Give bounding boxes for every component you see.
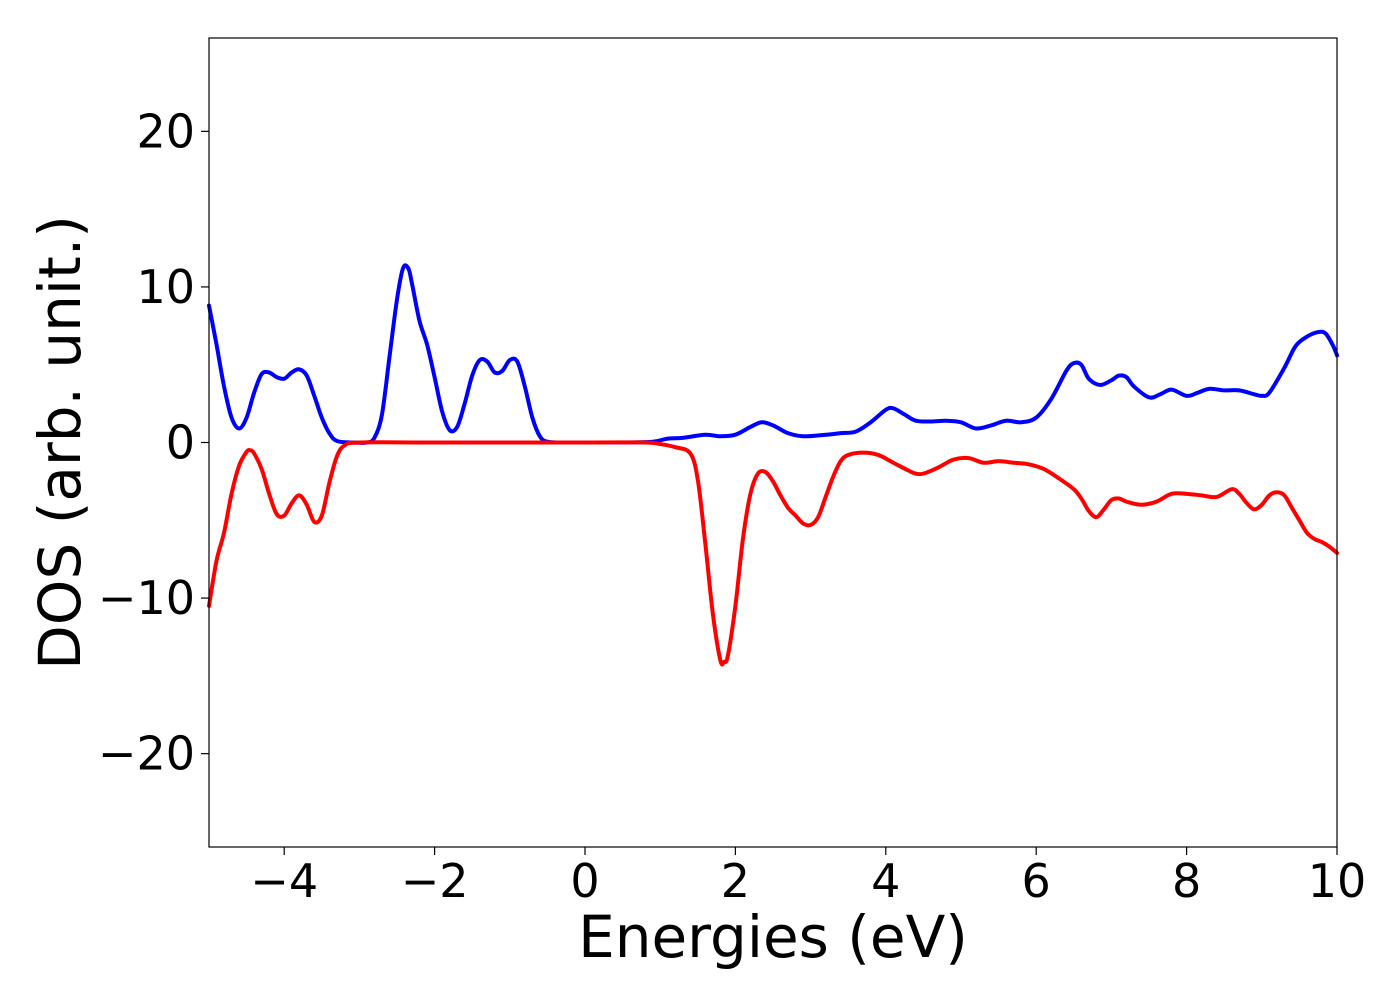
y-axis-ticks: 20 10 0 −10 −20 xyxy=(98,104,209,781)
y-axis-title: DOS (arb. unit.) xyxy=(26,215,94,670)
x-tick-label: −2 xyxy=(401,854,469,908)
series-line-0 xyxy=(207,263,1339,445)
x-tick-label: 2 xyxy=(721,854,750,908)
x-tick-label: 8 xyxy=(1172,854,1201,908)
y-tick-label: −10 xyxy=(98,571,195,625)
x-axis-ticks: −4 −2 0 2 4 6 8 10 xyxy=(250,847,1366,908)
series-line-1 xyxy=(207,440,1339,667)
x-tick-label: 10 xyxy=(1308,854,1367,908)
y-tick-label: −20 xyxy=(98,727,195,781)
x-tick-label: 6 xyxy=(1022,854,1051,908)
y-tick-label: 20 xyxy=(136,104,195,158)
y-tick-label: 10 xyxy=(136,260,195,314)
series-layer xyxy=(207,263,1339,667)
x-tick-label: 0 xyxy=(570,854,599,908)
x-tick-label: −4 xyxy=(250,854,318,908)
x-tick-label: 4 xyxy=(871,854,900,908)
x-axis-title: Energies (eV) xyxy=(578,903,968,971)
y-tick-label: 0 xyxy=(166,416,195,470)
